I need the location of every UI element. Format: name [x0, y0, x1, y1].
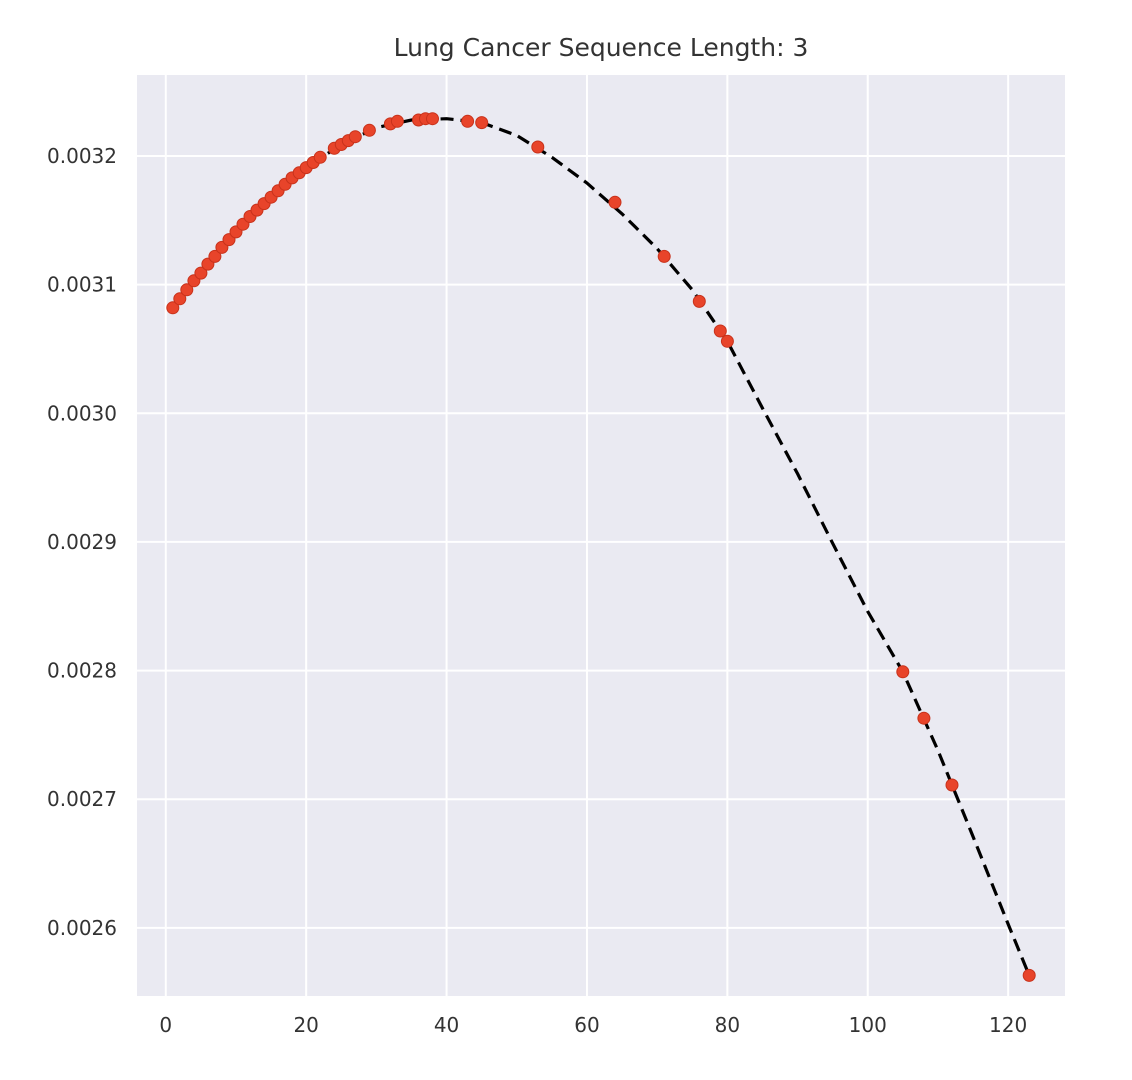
data-point [461, 114, 475, 128]
data-point [657, 249, 671, 263]
y-tick-label: 0.0027 [47, 787, 117, 811]
data-point [180, 283, 194, 297]
data-point [608, 195, 622, 209]
data-point [390, 114, 404, 128]
data-point [945, 778, 959, 792]
grid-lines [137, 75, 1065, 996]
data-point [720, 334, 734, 348]
x-tick-label: 120 [989, 1013, 1027, 1037]
data-point [917, 711, 931, 725]
data-point [1022, 968, 1036, 982]
y-tick-label: 0.0030 [47, 401, 117, 425]
y-tick-label: 0.0026 [47, 916, 117, 940]
x-axis-ticks: 0 20 40 60 80 100 120 [159, 1013, 1027, 1037]
data-point [362, 123, 376, 137]
x-tick-label: 40 [434, 1013, 459, 1037]
data-point [896, 665, 910, 679]
chart-title: Lung Cancer Sequence Length: 3 [394, 33, 809, 62]
data-point [313, 150, 327, 164]
x-tick-label: 60 [574, 1013, 599, 1037]
y-tick-label: 0.0031 [47, 273, 117, 297]
x-tick-label: 100 [849, 1013, 887, 1037]
data-point [208, 249, 222, 263]
y-tick-label: 0.0032 [47, 144, 117, 168]
data-points-layer [166, 112, 1036, 982]
data-point [475, 116, 489, 130]
y-axis-ticks: 0.0026 0.0027 0.0028 0.0029 0.0030 0.0031 0.00… [47, 144, 117, 940]
y-tick-label: 0.0028 [47, 659, 117, 683]
data-point [692, 294, 706, 308]
data-point [531, 140, 545, 154]
data-point [713, 324, 727, 338]
data-point [194, 266, 208, 280]
y-tick-label: 0.0029 [47, 530, 117, 554]
x-tick-label: 80 [715, 1013, 740, 1037]
x-tick-label: 20 [293, 1013, 318, 1037]
data-point [348, 130, 362, 144]
data-point [426, 112, 439, 126]
x-tick-label: 0 [159, 1013, 172, 1037]
data-point [166, 301, 180, 315]
data-point [173, 292, 187, 306]
plot-area-background [137, 75, 1065, 996]
